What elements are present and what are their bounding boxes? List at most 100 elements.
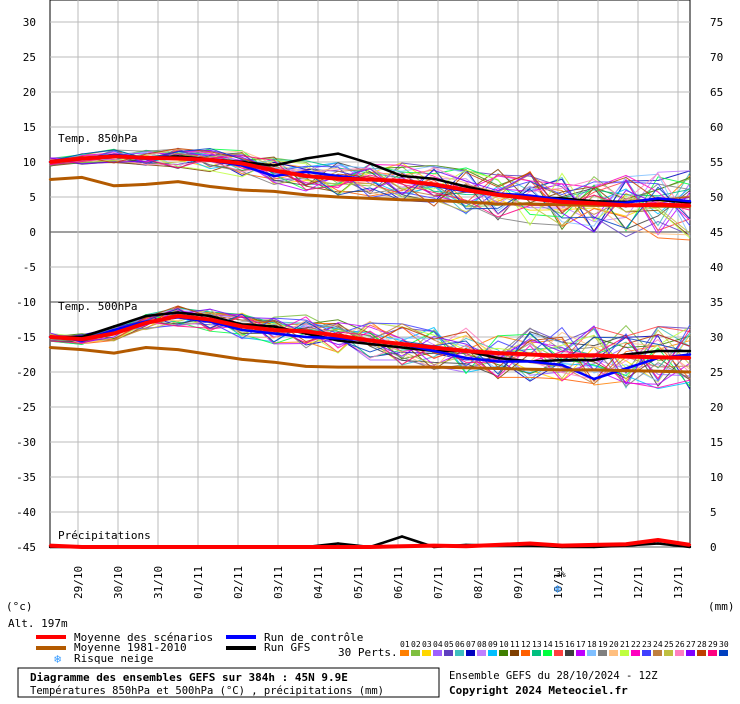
perts-legend-number: 28	[697, 640, 707, 649]
perts-legend-swatch	[620, 650, 629, 656]
series-point	[48, 160, 52, 164]
series-point	[336, 152, 340, 155]
perts-legend: 01 02 03 04 05 06 07 08 09 10 11 12 13 14 15 16 17 18 19 20…	[400, 640, 729, 656]
series-point	[144, 545, 148, 549]
series-point	[464, 188, 468, 192]
perts-legend-swatch	[631, 650, 640, 656]
x-tick-label: 12/11	[632, 566, 645, 599]
y2-tick-label: 5	[710, 506, 717, 519]
perts-legend-swatch	[411, 650, 420, 656]
y2-tick-label: 55	[710, 156, 723, 169]
legend-label-control: Run de contrôle	[264, 631, 363, 644]
perts-legend-number: 12	[521, 640, 531, 649]
series-point	[592, 358, 596, 362]
series-point	[272, 164, 276, 167]
y2-tick-label: 35	[710, 296, 723, 309]
perts-legend-swatch	[455, 650, 464, 656]
series-point	[240, 188, 244, 192]
series-point	[560, 203, 564, 206]
series-point	[336, 542, 340, 545]
perts-legend-swatch	[598, 650, 607, 656]
y-tick-label: 0	[29, 226, 36, 239]
perts-legend-swatch	[664, 650, 673, 656]
series-point	[48, 544, 52, 547]
series-point	[112, 184, 116, 187]
series-point	[432, 183, 436, 186]
series-point	[496, 356, 500, 360]
series-point	[272, 325, 276, 328]
series-point	[368, 197, 372, 200]
series-point	[464, 545, 468, 548]
series-point	[176, 545, 180, 549]
series-point	[496, 543, 500, 547]
perts-legend-swatch	[642, 650, 651, 656]
series-point	[304, 157, 308, 160]
series-point	[400, 342, 404, 346]
series-point	[432, 544, 436, 547]
x-tick-label: 07/11	[432, 566, 445, 599]
y-tick-label: -20	[16, 366, 36, 379]
x-tick-label: 29/10	[72, 566, 85, 599]
series-point	[240, 325, 244, 328]
ensemble-member-line	[49, 152, 691, 230]
series-point	[336, 177, 340, 180]
series-point	[528, 368, 532, 371]
perts-legend-number: 14	[543, 640, 553, 649]
series-point	[400, 535, 404, 538]
perts-legend-number: 19	[598, 640, 608, 649]
y2-tick-label: 25	[710, 366, 723, 379]
perts-legend-swatch	[543, 650, 552, 656]
chart-title: Diagramme des ensembles GEFS sur 384h : …	[30, 671, 348, 684]
panel-label-t850: Temp. 850hPa	[58, 132, 137, 145]
series-point	[624, 355, 628, 358]
legend-label-gfs: Run GFS	[264, 641, 310, 654]
perts-legend-swatch	[444, 650, 453, 656]
perts-legend-swatch	[510, 650, 519, 656]
perts-legend-number: 07	[466, 640, 476, 649]
legend-label-climo: Moyenne 1981-2010	[74, 641, 187, 654]
series-point	[464, 185, 468, 188]
series-point	[112, 332, 116, 335]
series-point	[592, 543, 596, 547]
series-point	[336, 365, 340, 369]
perts-legend-swatch	[488, 650, 497, 656]
series-point	[240, 358, 244, 361]
perts-legend-number: 06	[455, 640, 465, 649]
snowflake-icon: ❄	[554, 582, 561, 596]
perts-legend-number: 16	[565, 640, 575, 649]
perts-legend-swatch	[686, 650, 695, 656]
snowflake-icon: ❄	[54, 652, 61, 666]
run-info: Ensemble GEFS du 28/10/2024 - 12Z	[449, 670, 658, 682]
series-point	[304, 193, 308, 197]
series-point	[144, 346, 148, 349]
series-point	[336, 337, 340, 340]
snow-risk-marker: 3% ❄	[554, 570, 566, 596]
y2-tick-label: 20	[710, 401, 723, 414]
series-point	[624, 369, 628, 372]
series-point	[688, 349, 692, 353]
series-point	[400, 179, 404, 183]
series-point	[656, 356, 660, 359]
perts-legend-number: 04	[433, 640, 443, 649]
perts-legend-swatch	[532, 650, 541, 656]
ensemble-member-line	[49, 156, 691, 237]
title-box	[17, 667, 440, 698]
copyright: Copyright 2024 Meteociel.fr	[449, 684, 628, 697]
series-point	[336, 195, 340, 199]
series-point	[528, 202, 532, 206]
series-point	[80, 348, 84, 351]
series-point	[368, 545, 372, 549]
y-tick-label: -35	[16, 471, 36, 484]
x-tick-label: 13/11	[672, 566, 685, 599]
perts-legend-swatch	[587, 650, 596, 656]
series-point	[48, 346, 52, 349]
legend-perts-label: 30 Perts.	[338, 646, 398, 659]
perts-legend-number: 25	[664, 640, 674, 649]
y-tick-label: 10	[23, 156, 36, 169]
x-tick-label: 08/11	[472, 566, 485, 599]
series-point	[656, 203, 660, 206]
ensemble-member-line	[49, 155, 691, 218]
perts-legend-number: 20	[609, 640, 619, 649]
series-point	[304, 170, 308, 173]
